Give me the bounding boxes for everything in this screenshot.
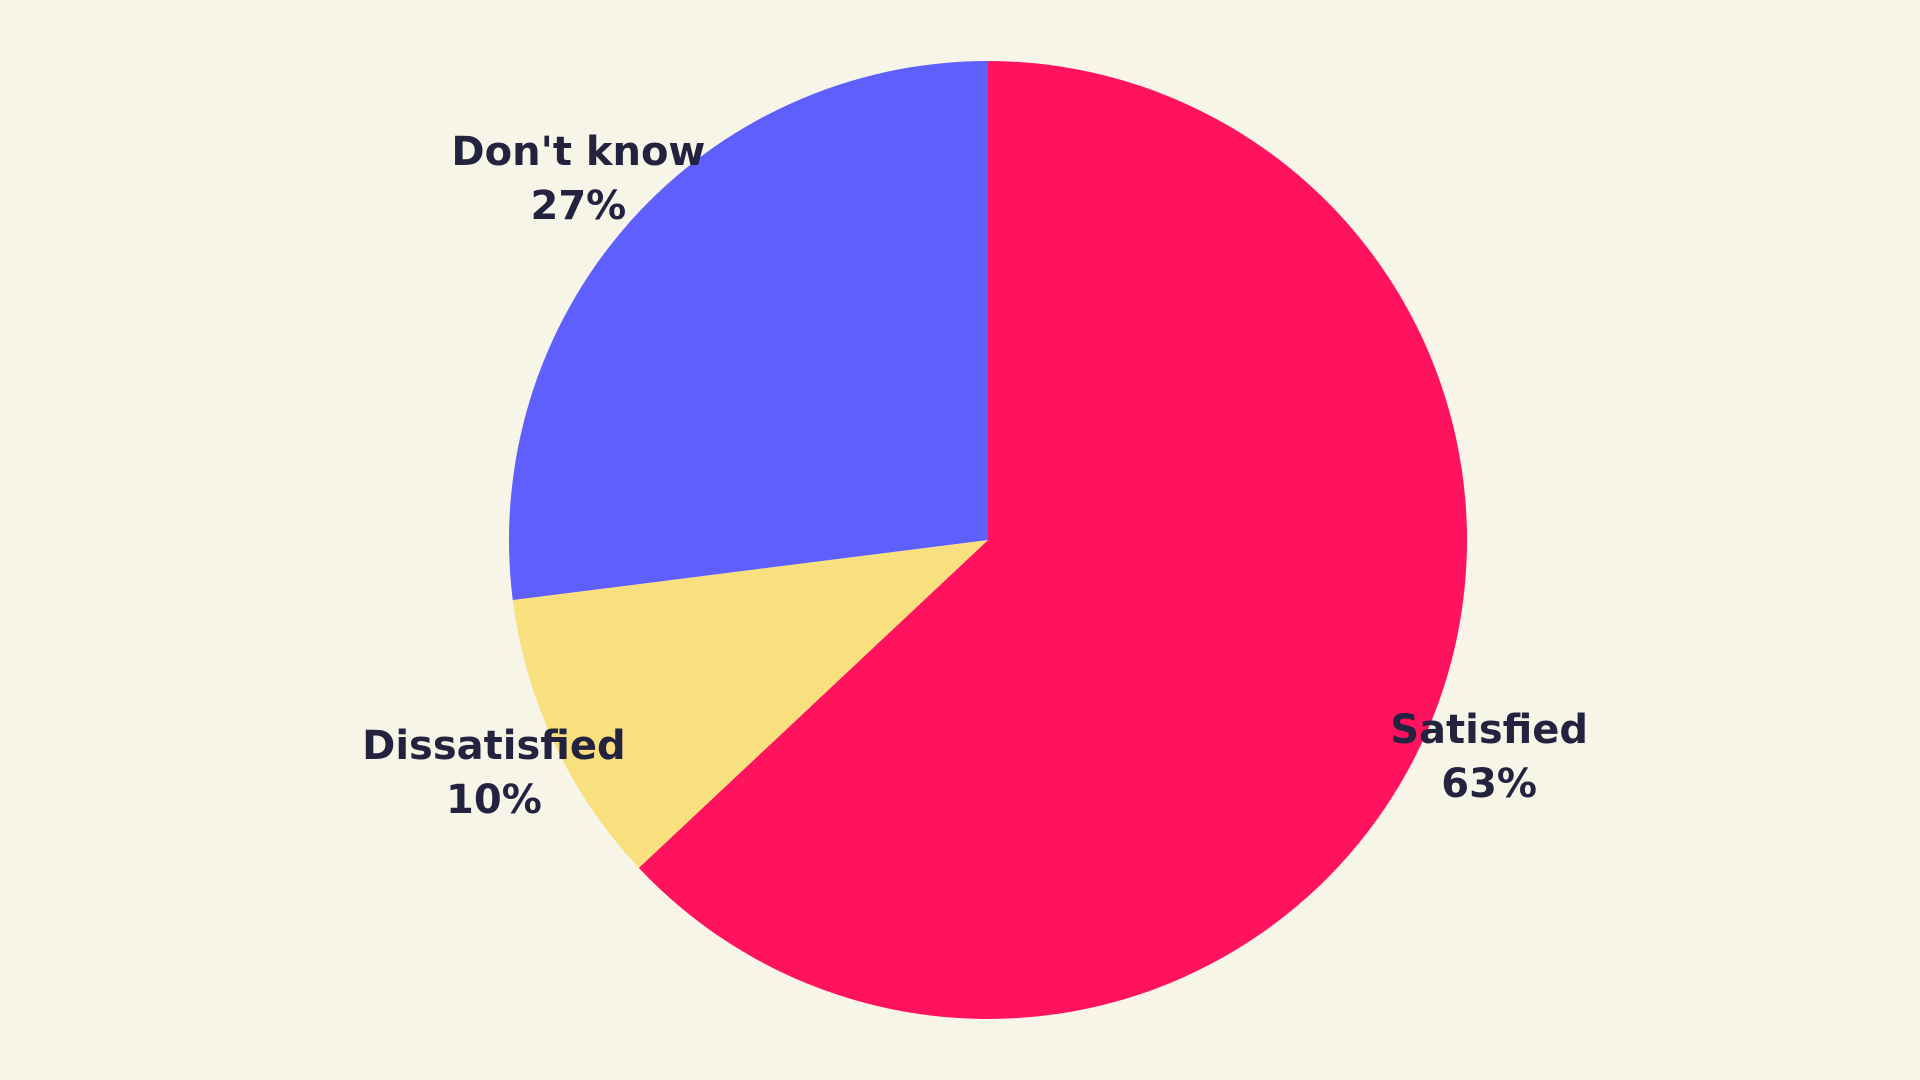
- pie-slice-satisfied: [638, 61, 1467, 1019]
- pie-slice-dissatisfied: [512, 540, 988, 868]
- slice-category-satisfied: Satisfied: [1390, 706, 1589, 753]
- slice-label-dont-know: Don't know 27%: [451, 125, 705, 233]
- pie-slices: [508, 61, 1467, 1019]
- pie-slice-don-t-know: [508, 61, 988, 601]
- slice-category-dont-know: Don't know: [451, 128, 706, 175]
- slice-value-dont-know: 27%: [530, 182, 627, 229]
- slice-label-satisfied: Satisfied 63%: [1390, 703, 1588, 811]
- slice-category-dissatisfied: Dissatisfied: [362, 722, 626, 769]
- slice-value-satisfied: 63%: [1441, 760, 1538, 807]
- slice-value-dissatisfied: 10%: [446, 776, 542, 823]
- slice-label-dissatisfied: Dissatisfied 10%: [362, 719, 626, 827]
